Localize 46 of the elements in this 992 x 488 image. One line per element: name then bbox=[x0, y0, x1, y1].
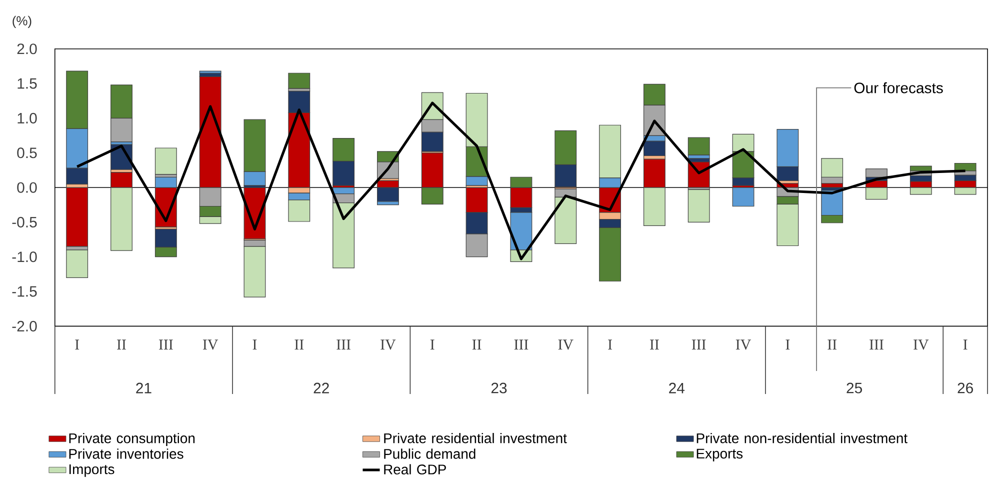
x-tick-label: IV bbox=[914, 340, 929, 350]
y-tick-label: -2.0 bbox=[12, 320, 37, 332]
text: 21 bbox=[136, 382, 152, 394]
x-tick-label: I bbox=[608, 340, 612, 350]
x-tick-label: III bbox=[158, 340, 173, 350]
x-tick-label: III bbox=[692, 340, 706, 350]
x-tick-label: IV bbox=[202, 340, 218, 350]
y-tick-label: 1.0 bbox=[18, 113, 37, 124]
legend-label: Private residential investment bbox=[384, 433, 567, 444]
x-tick-label: II bbox=[828, 340, 837, 350]
x-tick-label: II bbox=[117, 340, 126, 350]
legend-label: Imports bbox=[69, 464, 114, 478]
x-tick-label: I bbox=[786, 340, 790, 350]
text: 23 bbox=[491, 382, 507, 394]
x-tick-label: I bbox=[430, 340, 434, 350]
text: 24 bbox=[669, 382, 685, 394]
text: 22 bbox=[314, 382, 329, 394]
legend-label: Private consumption bbox=[69, 433, 195, 446]
text: 25 bbox=[846, 382, 862, 394]
legend-label: Private inventories bbox=[69, 448, 184, 459]
annotation: Our forecasts bbox=[854, 82, 943, 94]
text: 26 bbox=[958, 382, 973, 394]
x-tick-label: III bbox=[336, 340, 351, 350]
x-tick-label: II bbox=[294, 340, 304, 350]
x-tick-label: II bbox=[650, 340, 659, 350]
x-tick-label: I bbox=[75, 340, 80, 350]
legend-label: Real GDP bbox=[384, 464, 446, 475]
y-tick-label: 0.5 bbox=[17, 148, 37, 158]
x-tick-label: II bbox=[472, 340, 482, 350]
y-tick-label: 2.0 bbox=[17, 44, 37, 54]
x-tick-label: III bbox=[870, 340, 884, 350]
y-axis-title: (%) bbox=[12, 16, 32, 28]
x-tick-label: I bbox=[963, 340, 968, 350]
legend-label: Exports bbox=[696, 448, 743, 462]
y-tick-label: -1.5 bbox=[12, 286, 37, 297]
legend-label: Private non-residential investment bbox=[696, 433, 908, 444]
y-tick-label: 0.0 bbox=[17, 182, 37, 193]
x-tick-label: IV bbox=[736, 340, 751, 350]
x-tick-label: I bbox=[252, 340, 257, 350]
legend-label: Public demand bbox=[384, 448, 476, 459]
x-tick-label: IV bbox=[558, 340, 574, 350]
x-tick-label: IV bbox=[380, 340, 396, 350]
y-tick-label: -1.0 bbox=[12, 252, 37, 262]
y-tick-label: -0.5 bbox=[12, 216, 37, 228]
y-tick-label: 1.5 bbox=[18, 78, 37, 89]
x-tick-label: III bbox=[514, 340, 528, 350]
